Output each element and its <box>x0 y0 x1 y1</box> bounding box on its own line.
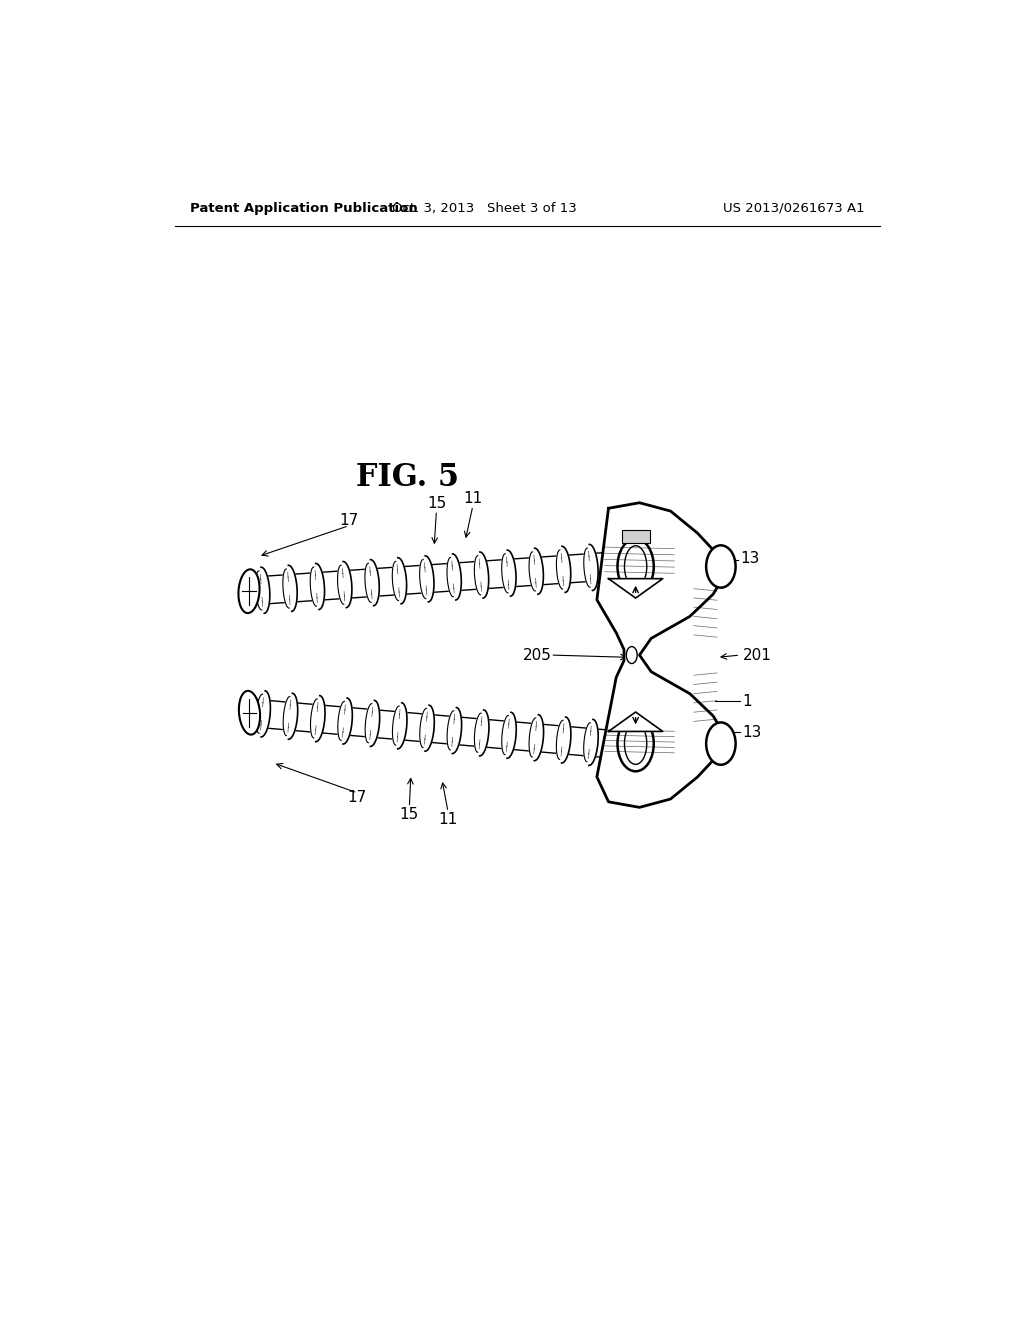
Text: FIG. 5: FIG. 5 <box>355 462 459 494</box>
Text: 11: 11 <box>463 491 482 507</box>
Polygon shape <box>584 544 598 590</box>
Polygon shape <box>608 578 663 598</box>
Ellipse shape <box>625 723 647 764</box>
Text: 1: 1 <box>742 694 753 709</box>
Polygon shape <box>310 696 325 742</box>
Polygon shape <box>529 714 544 760</box>
Text: 17: 17 <box>339 512 358 528</box>
Polygon shape <box>248 698 606 758</box>
Ellipse shape <box>239 569 259 612</box>
Text: 201: 201 <box>742 648 771 663</box>
Text: Patent Application Publication: Patent Application Publication <box>190 202 418 215</box>
Polygon shape <box>474 552 488 598</box>
Polygon shape <box>502 550 516 597</box>
Ellipse shape <box>625 545 647 587</box>
Polygon shape <box>248 553 605 605</box>
Polygon shape <box>420 556 434 602</box>
Ellipse shape <box>239 690 260 735</box>
Polygon shape <box>256 568 269 614</box>
Polygon shape <box>256 690 270 737</box>
Polygon shape <box>338 698 352 744</box>
Polygon shape <box>474 710 488 756</box>
Text: 15: 15 <box>427 496 446 511</box>
Bar <box>622 531 649 543</box>
Polygon shape <box>447 708 462 754</box>
Text: 13: 13 <box>740 552 760 566</box>
Text: 205: 205 <box>523 648 552 663</box>
Polygon shape <box>447 554 461 601</box>
Polygon shape <box>283 565 297 611</box>
Polygon shape <box>597 503 725 808</box>
Ellipse shape <box>617 715 653 771</box>
Text: 15: 15 <box>399 807 419 822</box>
Polygon shape <box>584 719 598 766</box>
Polygon shape <box>392 558 407 603</box>
Polygon shape <box>338 561 352 607</box>
Ellipse shape <box>707 545 735 587</box>
Text: 11: 11 <box>438 812 458 826</box>
Ellipse shape <box>617 539 653 594</box>
Text: 13: 13 <box>742 725 762 739</box>
Polygon shape <box>608 711 663 731</box>
Polygon shape <box>529 548 544 594</box>
Polygon shape <box>366 701 380 746</box>
Polygon shape <box>420 705 434 751</box>
Polygon shape <box>392 702 407 748</box>
Polygon shape <box>310 564 325 610</box>
Polygon shape <box>556 546 570 593</box>
Polygon shape <box>502 713 516 758</box>
Text: Oct. 3, 2013   Sheet 3 of 13: Oct. 3, 2013 Sheet 3 of 13 <box>392 202 577 215</box>
Polygon shape <box>365 560 379 606</box>
Polygon shape <box>556 717 571 763</box>
Text: 17: 17 <box>347 789 367 805</box>
Text: US 2013/0261673 A1: US 2013/0261673 A1 <box>723 202 864 215</box>
Polygon shape <box>284 693 298 739</box>
Ellipse shape <box>707 722 735 764</box>
